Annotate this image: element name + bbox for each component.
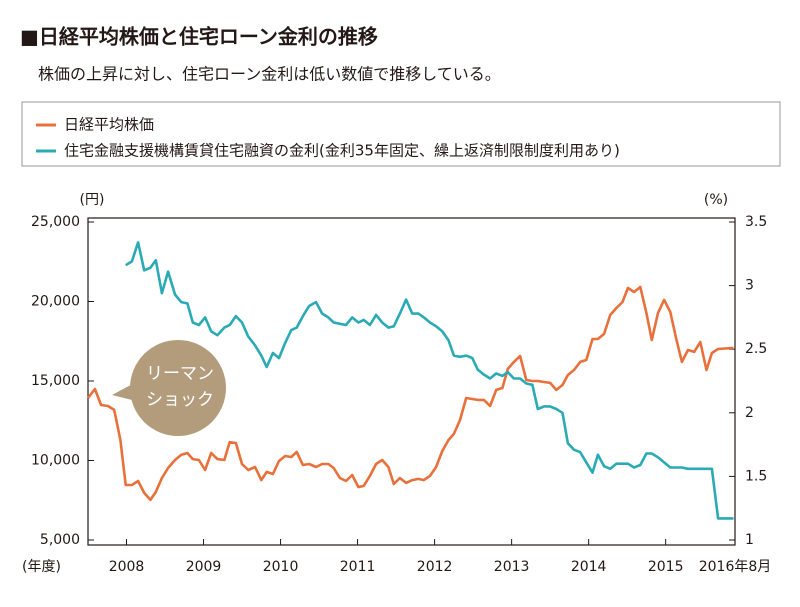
y-tick-label: 15,000	[31, 373, 80, 389]
x-tick-label: 2008	[109, 559, 145, 575]
y2-axis-label: (%)	[704, 192, 728, 208]
y-axis-label: (円)	[80, 192, 105, 208]
x-axis-label: (年度)	[22, 559, 61, 575]
series-line	[125, 241, 734, 520]
x-tick-label: 2011	[340, 559, 376, 575]
annotation: ショック	[146, 390, 214, 410]
x-tick-label: 2010	[263, 559, 299, 575]
legend-box	[21, 101, 781, 167]
callout	[130, 340, 226, 436]
y2-tick-label: 2	[745, 405, 754, 421]
x-tick-label: 2013	[494, 559, 530, 575]
y-tick-label: 10,000	[31, 453, 80, 469]
legend-label: 住宅金融支援機構賃貸住宅融資の金利(金利35年固定、繰上返済制限制度利用あり)	[64, 142, 620, 160]
legend-label: 日経平均株価	[64, 116, 154, 134]
annotation: リーマン	[146, 364, 214, 384]
y2-tick-label: 3.5	[745, 214, 767, 230]
x-tick-label: 2014	[571, 559, 607, 575]
x-tick-label: 2012	[417, 559, 453, 575]
chart-title: ■日経平均株価と住宅ローン金利の推移	[20, 25, 378, 49]
chart-subtitle: 株価の上昇に対し、住宅ローン金利は低い数値で推移している。	[38, 65, 501, 84]
x-tick-label: 2009	[186, 559, 222, 575]
y2-tick-label: 2.5	[745, 341, 767, 357]
x-tick-label: 2016年8月	[699, 559, 772, 575]
y2-tick-label: 1.5	[745, 468, 767, 484]
y-tick-label: 25,000	[31, 214, 80, 230]
series-line	[86, 285, 734, 502]
y-tick-label: 20,000	[31, 294, 80, 310]
y2-tick-label: 1	[745, 532, 754, 548]
y-tick-label: 5,000	[40, 532, 80, 548]
x-tick-label: 2015	[648, 559, 684, 575]
y2-tick-label: 3	[745, 278, 754, 294]
